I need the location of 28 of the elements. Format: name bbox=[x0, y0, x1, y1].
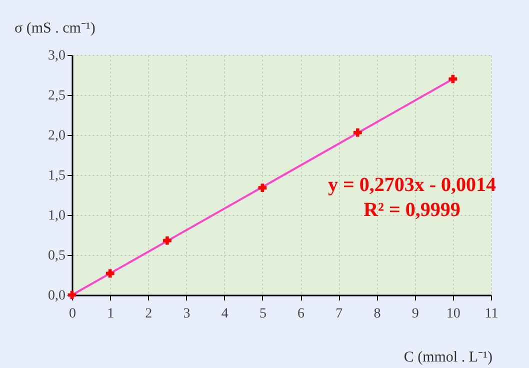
y-tick-label: 3,0 bbox=[48, 48, 66, 64]
annotation: R² = 0,9999 bbox=[364, 199, 460, 221]
y-tick-label: 1,0 bbox=[48, 208, 66, 224]
point bbox=[448, 74, 458, 84]
x-tick-label: 6 bbox=[298, 306, 305, 322]
point bbox=[258, 184, 267, 192]
x-tick-label: 11 bbox=[484, 306, 498, 322]
point bbox=[354, 128, 362, 137]
x-tick-label: 3 bbox=[183, 306, 190, 322]
y-tick-label: 0,0 bbox=[48, 288, 66, 304]
x-axis-title: C (mmol . L⁻¹) bbox=[404, 350, 492, 366]
y-tick-label: 2,0 bbox=[48, 128, 66, 144]
y-tick-label: 1,5 bbox=[48, 168, 66, 184]
y-tick-label: 2,5 bbox=[48, 88, 66, 104]
annotation: y = 0,2703x - 0,0014 bbox=[328, 174, 496, 196]
y-tick-label: 0,5 bbox=[48, 248, 66, 264]
x-tick-label: 5 bbox=[259, 306, 266, 322]
x-tick-label: 2 bbox=[145, 306, 152, 322]
x-tick-label: 8 bbox=[374, 306, 381, 322]
x-tick-label: 4 bbox=[221, 306, 228, 322]
y-axis-title: σ (mS . cm⁻¹) bbox=[14, 20, 96, 36]
x-tick-label: 9 bbox=[412, 306, 419, 322]
point bbox=[163, 236, 172, 245]
point bbox=[106, 269, 114, 278]
x-tick-label: 1 bbox=[107, 306, 114, 322]
x-tick-label: 0 bbox=[69, 306, 76, 322]
x-tick-label: 10 bbox=[446, 306, 460, 322]
x-tick-label: 7 bbox=[336, 306, 343, 322]
